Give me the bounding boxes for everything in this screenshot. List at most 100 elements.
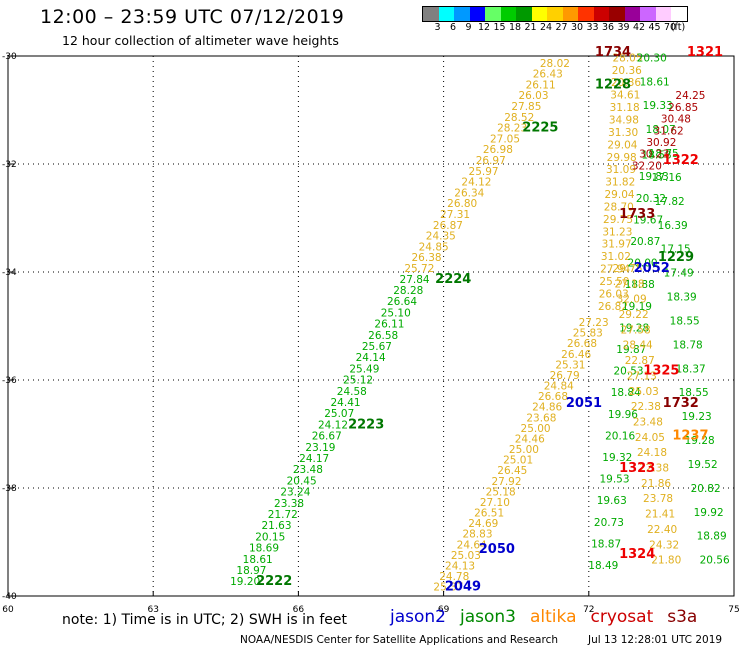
wave-height-value: 26.67 — [312, 431, 342, 443]
lon-tick-label: 69 — [438, 605, 450, 615]
wave-height-value: 26.46 — [561, 349, 591, 361]
legend-jason2: jason2 — [390, 607, 446, 627]
scale-label: 9 — [465, 22, 472, 33]
scale-swatch — [485, 7, 501, 21]
wave-height-value: 26.87 — [433, 220, 463, 232]
scale-swatch — [454, 7, 470, 21]
footnote: note: 1) Time is in UTC; 2) SWH is in fe… — [62, 612, 348, 628]
scale-swatch — [547, 7, 563, 21]
wave-height-value: 24.12 — [318, 419, 348, 431]
wave-height-value: 26.68 — [538, 391, 568, 403]
wave-height-value: 32.20 — [632, 160, 662, 172]
lat-tick-label: -34 — [2, 268, 17, 278]
wave-height-value: 21.41 — [645, 509, 675, 521]
wave-height-value: 27.58 — [621, 324, 651, 336]
lon-tick-label: 72 — [583, 605, 594, 615]
pass-number-label: 1228 — [595, 77, 631, 92]
wave-height-value: 20.56 — [700, 555, 730, 567]
wave-height-value: 26.11 — [526, 79, 556, 91]
wave-height-value: 25.49 — [349, 363, 379, 375]
wave-height-value: 29.75 — [612, 263, 642, 275]
track-altika-2049: 25.3724.7824.1325.0324.6428.8324.6926.51… — [433, 317, 608, 594]
wave-height-value: 18.07 — [646, 124, 676, 136]
lat-tick-label: -30 — [2, 52, 17, 62]
wave-height-value: 25.00 — [521, 423, 551, 435]
wave-height-value: 20.30 — [637, 52, 667, 64]
lon-tick-label: 63 — [147, 605, 158, 615]
scale-label: 21 — [524, 22, 537, 33]
wave-height-value: 18.87 — [591, 538, 621, 550]
pass-number-label: 2050 — [479, 542, 515, 557]
wave-height-value: 25.97 — [469, 166, 499, 178]
track-jason3-1229: 20.56 18.89 19.92 20.82 19.52 19.28 19.23 18.55… — [637, 52, 730, 566]
wave-height-value: 24.12 — [461, 177, 491, 189]
lat-tick-label: -32 — [2, 160, 17, 170]
wave-height-value: 26.85 — [668, 102, 698, 114]
wave-height-value: 31.09 — [606, 164, 636, 176]
wave-height-value: 34.98 — [609, 115, 639, 127]
wave-height-value: 19.83 — [639, 171, 669, 183]
wave-height-value: 18.84 — [611, 387, 641, 399]
satellite-tracks: 19.2018.9718.6118.6920.1521.6321.7223.38… — [230, 52, 730, 593]
lat-tick-label: -40 — [2, 592, 17, 602]
wave-height-value: 20.36 — [611, 77, 641, 89]
scale-swatch — [671, 7, 687, 21]
wave-height-value: 18.37 — [676, 363, 706, 375]
wave-height-value: 25.00 — [509, 444, 539, 456]
wave-height-value: 26.98 — [483, 144, 513, 156]
wave-height-value: 19.28 — [685, 435, 715, 447]
pass-number-label: 1734 — [595, 45, 631, 60]
wave-height-value: 18.61 — [243, 554, 273, 566]
wave-height-value: 20.32 — [636, 193, 666, 205]
scale-label: 12 — [477, 22, 491, 33]
wave-height-value: 28.83 — [462, 529, 492, 541]
pass-number-label: 1323 — [619, 461, 655, 476]
wave-height-value: 19.19 — [622, 301, 652, 313]
lat-tick-label: -38 — [2, 484, 17, 494]
wave-height-value: 24.69 — [468, 518, 498, 530]
scale-swatch — [578, 7, 594, 21]
wave-height-value: 26.51 — [474, 508, 504, 520]
wave-height-value: 18.78 — [673, 339, 703, 351]
scale-swatch — [438, 7, 454, 21]
scale-label: 39 — [617, 22, 630, 33]
wave-height-value: 18.97 — [236, 565, 266, 577]
scale-swatch — [593, 7, 609, 21]
wave-height-value: 25.50 — [599, 276, 629, 288]
wave-height-value: 27.31 — [440, 209, 470, 221]
pass-number-label: 2222 — [256, 574, 292, 589]
wave-height-value: 32.09 — [617, 294, 647, 306]
wave-height-value: 19.87 — [616, 344, 646, 356]
wave-height-value: 25.12 — [343, 375, 373, 387]
wave-height-value: 26.03 — [518, 90, 548, 102]
wave-height-value: 18.75 — [649, 148, 679, 160]
wave-height-value: 30.48 — [661, 114, 691, 126]
wave-height-value: 18.89 — [697, 531, 727, 543]
wave-height-value: 24.46 — [515, 433, 545, 445]
wave-height-value: 23.48 — [293, 464, 323, 476]
wave-height-value: 17.16 — [652, 172, 682, 184]
lon-tick-label: 75 — [728, 605, 739, 615]
wave-height-value: 19.52 — [688, 459, 718, 471]
scale-swatch — [609, 7, 625, 21]
scale-swatch — [469, 7, 485, 21]
wave-height-value: 26.03 — [599, 288, 629, 300]
track-jason3-1228: 18.49 18.87 20.73 19.63 19.53 19.32 20.16 19.96… — [588, 150, 671, 572]
wave-height-value: 31.62 — [654, 125, 684, 137]
wave-height-value: 23.24 — [280, 487, 310, 499]
wave-height-value: 26.43 — [533, 69, 563, 81]
wave-height-value: 29.04 — [607, 139, 637, 151]
wave-height-value: 23.68 — [526, 412, 556, 424]
wave-height-value: 20.87 — [630, 236, 660, 248]
wave-height-value: 24.18 — [637, 447, 667, 459]
footer-credit: NOAA/NESDIS Center for Satellite Applica… — [240, 634, 722, 646]
wave-height-value: 23.78 — [643, 493, 673, 505]
wave-height-value: 31.82 — [605, 177, 635, 189]
wave-height-value: 22.87 — [625, 355, 655, 367]
scale-swatch — [624, 7, 640, 21]
scale-label: 30 — [570, 22, 584, 33]
legend-cryosat: cryosat — [590, 607, 654, 627]
wave-height-value: 19.33 — [643, 100, 673, 112]
wave-height-value: 26.79 — [550, 370, 580, 382]
